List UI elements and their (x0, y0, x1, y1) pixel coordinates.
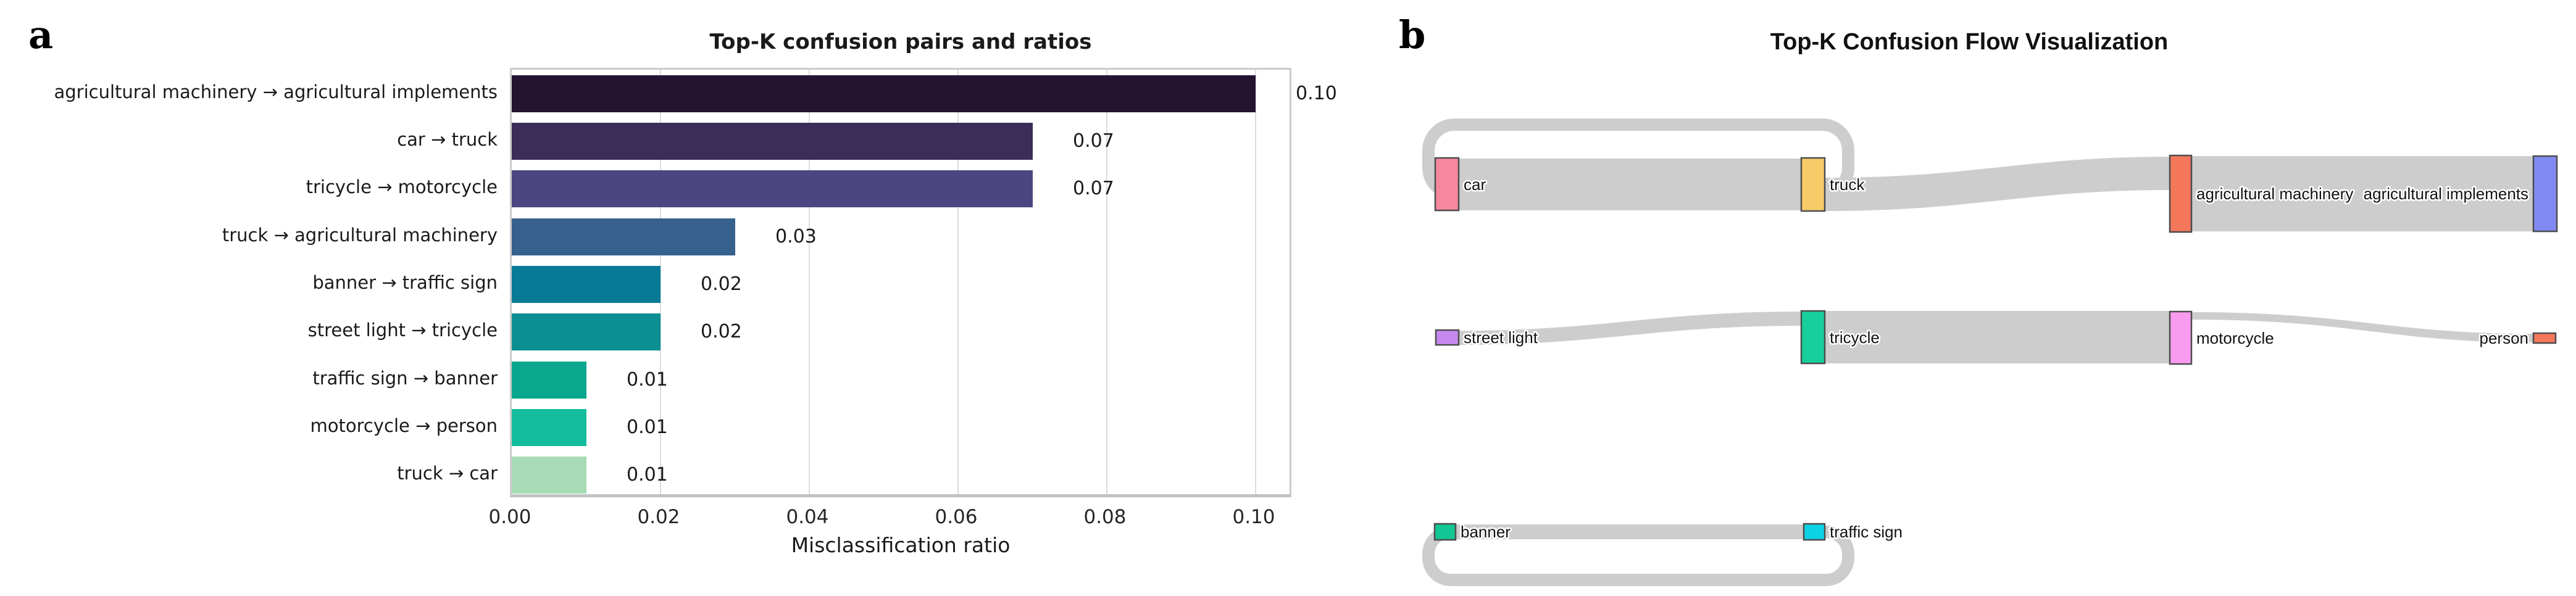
panel-b: b car truck agricultural machinery agricult… (1389, 0, 2576, 596)
panel-a-letter: a (28, 12, 54, 57)
sankey-node-label-tricycle: tricycle (1830, 328, 1880, 347)
sankey-node-car (1434, 157, 1460, 212)
panel-a-chart-title: Top-K confusion pairs and ratios (709, 30, 1092, 54)
y-tick-label: agricultural machinery → agricultural im… (54, 81, 498, 102)
bar-7 (512, 409, 586, 446)
sankey-node-label-motorcycle: motorcycle (2196, 329, 2274, 347)
sankey-node-tricycle (1800, 310, 1826, 365)
panel-b-letter: b (1399, 12, 1426, 57)
bar-value-label: 0.02 (701, 273, 742, 295)
bar-value-label: 0.02 (701, 321, 742, 342)
sankey-node-motorcycle (2169, 310, 2193, 365)
sankey-node-labels: car truck agricultural machinery agricultur… (1459, 174, 2530, 543)
bar-value-label: 0.07 (1073, 130, 1114, 152)
y-tick-label: truck → agricultural machinery (222, 225, 498, 246)
bar-value-label: 0.01 (627, 416, 668, 438)
y-tick-label: car → truck (397, 129, 498, 150)
gridline (809, 70, 810, 494)
bar-5 (512, 313, 661, 350)
sankey-flow-car-to-truck (1459, 159, 1801, 210)
sankey-node-street_light (1435, 329, 1460, 346)
sankey-node-label-banner: banner (1461, 523, 1511, 541)
bar-value-label: 0.01 (627, 369, 668, 391)
x-tick-label: 0.10 (1232, 506, 1275, 528)
sankey-node-label-agricultural_implements: agricultural implements (2364, 184, 2528, 203)
bar-4 (512, 266, 661, 303)
bar-2 (512, 170, 1033, 207)
bar-value-label: 0.10 (1296, 83, 1337, 104)
sankey-node-label-truck: truck (1830, 175, 1865, 194)
y-tick-label: banner → traffic sign (312, 272, 498, 293)
gridline (1255, 70, 1256, 494)
sankey-nodes (1433, 154, 2558, 541)
sankey-node-banner (1433, 523, 1457, 541)
sankey-node-person (2532, 332, 2557, 344)
y-tick-label: traffic sign → banner (312, 368, 498, 389)
sankey-node-agricultural_implements (2532, 155, 2558, 233)
bar-value-label: 0.03 (775, 226, 817, 247)
sankey-node-agricultural_machinery (2169, 154, 2193, 233)
gridline (1106, 70, 1107, 494)
bar-6 (512, 362, 586, 399)
sankey-diagram: car truck agricultural machinery agricultur… (1422, 29, 2558, 586)
x-tick-label: 0.06 (935, 506, 978, 528)
sankey-node-label-street_light: street light (1464, 328, 1538, 347)
y-tick-label: tricycle → motorcycle (306, 176, 498, 197)
panel-a: a Top-K confusion pairs and ratios 0.10 0… (28, 12, 1337, 558)
sankey-flow-agricultural-machinery-to-agricultural-implements (2191, 156, 2533, 231)
x-tick-label: 0.04 (786, 506, 829, 528)
panel-b-title: Top-K Confusion Flow Visualization (1770, 29, 2169, 55)
sankey-node-label-agricultural_machinery: agricultural machinery (2196, 184, 2353, 203)
x-tick-label: 0.00 (488, 506, 531, 528)
sankey-node-label-traffic_sign: traffic sign (1830, 523, 1903, 541)
gridline (957, 70, 959, 494)
bar-3 (512, 218, 735, 255)
sankey-flow-banner-to-traffic-sign (1456, 524, 1804, 539)
sankey-node-label-car: car (1464, 175, 1486, 194)
bar-8 (512, 457, 586, 494)
bar-1 (512, 123, 1033, 160)
y-tick-label: motorcycle → person (310, 415, 498, 436)
x-tick-label: 0.08 (1083, 506, 1127, 528)
sankey-flows (1456, 156, 2533, 539)
sankey-node-label-person: person (2480, 329, 2529, 347)
bar-value-label: 0.01 (627, 464, 668, 486)
panel-a-plot-area: 0.10 0.07 0.07 0.03 0.02 0.02 0.01 0.01 0.01 (510, 68, 1337, 497)
sankey-flow-motorcycle-to-person (2191, 312, 2533, 342)
sankey-flow-street-light-to-tricycle (1459, 312, 1801, 345)
bar-value-label: 0.07 (1073, 178, 1114, 199)
x-tick-label: 0.02 (637, 506, 680, 528)
gridline (660, 70, 661, 494)
sankey-node-traffic_sign (1803, 523, 1826, 541)
y-tick-label: street light → tricycle (307, 320, 498, 341)
panel-a-x-axis-label: Misclassification ratio (791, 533, 1011, 557)
sankey-node-truck (1800, 157, 1826, 212)
y-tick-label: truck → car (397, 463, 498, 484)
sankey-flow-tricycle-to-motorcycle (1825, 311, 2170, 363)
sankey-flow-truck-to-agricultural-machinery (1825, 157, 2170, 211)
bar-0 (512, 75, 1256, 112)
